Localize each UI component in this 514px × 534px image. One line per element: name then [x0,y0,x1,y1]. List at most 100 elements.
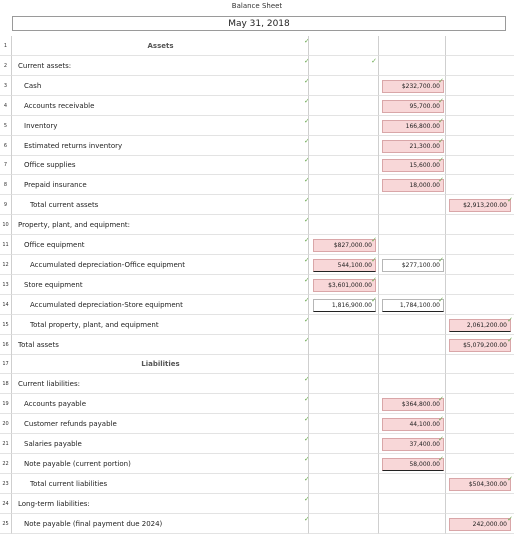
row-label-cell[interactable]: Total current liabilities ✓ [12,473,309,494]
row-label-cell[interactable]: Long-term liabilities: ✓ [12,493,309,514]
amount-input[interactable]: $3,601,000.00 [313,278,376,292]
amount-cell-col1[interactable] [309,36,379,56]
amount-input[interactable]: $2,913,200.00 [449,199,511,213]
amount-cell-col1[interactable] [309,354,379,375]
amount-cell-col3[interactable]: $5,079,200.00 ✓ [446,335,514,355]
row-label-cell[interactable]: Customer refunds payable ✓ [12,414,309,435]
amount-cell-col3[interactable] [446,215,514,236]
amount-cell-col1[interactable]: $827,000.00 ✓ [309,235,379,255]
amount-cell-col3[interactable] [446,374,514,395]
amount-cell-col2[interactable]: $364,800.00 ✓ [379,394,446,415]
row-label-cell[interactable]: Current assets: ✓ [12,55,309,76]
amount-cell-col2[interactable] [379,513,446,534]
amount-input[interactable]: 2,061,200.00 [449,318,511,332]
amount-cell-col1[interactable] [309,493,379,514]
amount-cell-col1[interactable] [309,394,379,415]
amount-cell-col3[interactable] [446,255,514,275]
amount-input[interactable]: $364,800.00 [382,398,444,412]
row-label-cell[interactable]: Office supplies ✓ [12,155,309,176]
amount-input[interactable]: 18,000.00 [382,179,444,193]
amount-cell-col2[interactable]: 37,400.00 ✓ [379,434,446,454]
row-label-cell[interactable]: Accumulated depreciation-Store equipment… [12,294,309,315]
amount-cell-col2[interactable] [379,235,446,255]
amount-cell-col2[interactable] [379,354,446,375]
amount-cell-col1[interactable] [309,314,379,335]
amount-cell-col1[interactable] [309,95,379,116]
amount-cell-col1[interactable] [309,434,379,454]
amount-input[interactable]: 37,400.00 [382,438,444,451]
amount-cell-col1[interactable] [309,453,379,474]
amount-input[interactable]: $5,079,200.00 [449,338,511,352]
amount-cell-col2[interactable]: 58,000.00 ✓ [379,453,446,474]
amount-cell-col3[interactable]: $504,300.00 ✓ [446,474,514,494]
amount-cell-col1[interactable]: 544,100.00 ✓ [309,254,379,275]
amount-cell-col1[interactable] [309,75,379,96]
amount-cell-col3[interactable]: 2,061,200.00 ✓ [446,315,514,335]
row-label-cell[interactable]: Estimated returns inventory ✓ [12,135,309,156]
amount-cell-col2[interactable] [379,473,446,494]
amount-cell-col1[interactable]: 1,816,900.00 ✓ [309,294,379,315]
row-label-cell[interactable]: Accumulated depreciation-Office equipmen… [12,254,309,275]
row-label-cell[interactable]: Inventory ✓ [12,115,309,136]
amount-cell-col2[interactable]: $277,100.00 ✓ [379,254,446,275]
amount-cell-col2[interactable] [379,55,446,76]
amount-input[interactable]: $827,000.00 [313,239,376,252]
amount-cell-col2[interactable] [379,374,446,395]
amount-cell-col1[interactable] [309,334,379,355]
amount-cell-col3[interactable] [446,76,514,96]
amount-cell-col3[interactable] [446,136,514,156]
amount-cell-col2[interactable]: 44,100.00 ✓ [379,414,446,435]
amount-cell-col3[interactable] [446,454,514,474]
amount-cell-col3[interactable] [446,494,514,514]
row-label-cell[interactable]: Total current assets ✓ [12,195,309,216]
amount-input[interactable]: $504,300.00 [449,477,511,491]
amount-input[interactable]: 166,800.00 [382,119,444,133]
amount-cell-col1[interactable]: ✓ [309,55,379,76]
amount-cell-col2[interactable] [379,195,446,216]
amount-cell-col1[interactable] [309,414,379,435]
amount-cell-col3[interactable] [446,56,514,76]
amount-cell-col2[interactable] [379,334,446,355]
amount-cell-col1[interactable] [309,195,379,216]
row-label-cell[interactable]: Assets ✓ [12,36,309,56]
amount-cell-col3[interactable] [446,295,514,315]
row-label-cell[interactable]: Current liabilities: ✓ [12,374,309,395]
amount-cell-col2[interactable]: $232,700.00 ✓ [379,75,446,96]
amount-input[interactable]: 242,000.00 [449,517,511,531]
amount-cell-col3[interactable] [446,116,514,136]
row-label-cell[interactable]: Liabilities [12,354,309,375]
amount-cell-col3[interactable] [446,155,514,176]
amount-input[interactable]: $232,700.00 [382,79,444,93]
amount-cell-col2[interactable] [379,215,446,236]
amount-cell-col2[interactable] [379,493,446,514]
row-label-cell[interactable]: Cash ✓ [12,75,309,96]
amount-cell-col2[interactable] [379,274,446,295]
row-label-cell[interactable]: Note payable (final payment due 2024) ✓ [12,513,309,534]
amount-cell-col1[interactable] [309,155,379,176]
amount-input[interactable]: 15,600.00 [382,159,444,173]
amount-cell-col1[interactable]: $3,601,000.00 ✓ [309,274,379,295]
amount-cell-col2[interactable]: 95,700.00 ✓ [379,95,446,116]
amount-cell-col1[interactable] [309,513,379,534]
amount-cell-col2[interactable]: 15,600.00 ✓ [379,155,446,176]
row-label-cell[interactable]: Property, plant, and equipment: ✓ [12,215,309,236]
amount-cell-col1[interactable] [309,473,379,494]
amount-input[interactable]: 1,784,100.00 [382,298,444,312]
amount-cell-col1[interactable] [309,135,379,156]
row-label-cell[interactable]: Accounts receivable ✓ [12,95,309,116]
amount-cell-col3[interactable]: 242,000.00 ✓ [446,514,514,534]
amount-input[interactable]: 544,100.00 [313,258,376,272]
amount-cell-col3[interactable] [446,275,514,295]
amount-cell-col2[interactable] [379,36,446,56]
amount-cell-col3[interactable] [446,36,514,56]
amount-input[interactable]: 1,816,900.00 [313,298,376,312]
row-label-cell[interactable]: Store equipment ✓ [12,274,309,295]
amount-cell-col3[interactable] [446,96,514,116]
amount-input[interactable]: 95,700.00 [382,99,444,113]
amount-input[interactable]: $277,100.00 [382,258,444,272]
row-label-cell[interactable]: Prepaid insurance ✓ [12,175,309,196]
row-label-cell[interactable]: Total property, plant, and equipment ✓ [12,314,309,335]
row-label-cell[interactable]: Total assets ✓ [12,334,309,355]
row-label-cell[interactable]: Office equipment ✓ [12,235,309,255]
amount-cell-col1[interactable] [309,215,379,236]
